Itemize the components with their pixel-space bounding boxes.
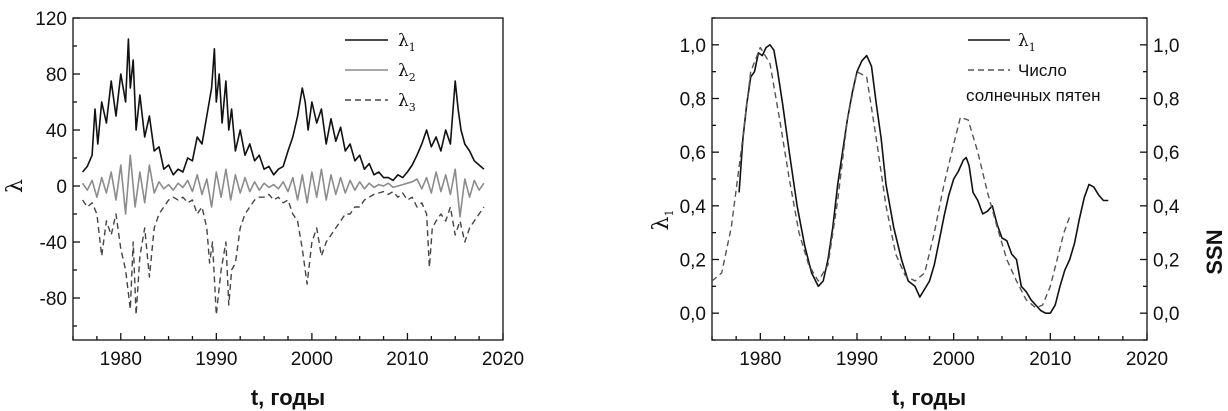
legend-label-2: λ2 (398, 61, 416, 84)
y-tick-label: 0,8 (680, 90, 706, 111)
x-tick-label: 2010 (1029, 349, 1071, 370)
y-tick-label: 0 (56, 177, 67, 198)
x-tick-label: 2010 (386, 349, 428, 370)
left-series-group (81, 38, 485, 316)
series-line-2 (711, 46, 1071, 309)
y-tick-label: 80 (46, 65, 67, 86)
legend-label-3: λ3 (398, 91, 416, 114)
legend-label-subscript: 2 (409, 71, 416, 84)
legend-label-base: λ (398, 61, 409, 81)
y-tick-label: 120 (35, 9, 67, 30)
y-right-tick-label: 0,0 (1153, 304, 1179, 325)
right-legend: λ1 Число солнечных пятен (966, 31, 1101, 105)
y-right-tick-label: 0,6 (1153, 143, 1179, 164)
series-line-1 (81, 38, 485, 182)
y-tick-label: -40 (40, 233, 67, 254)
x-tick-label: 2000 (291, 349, 333, 370)
y-tick-label: 0,4 (680, 197, 707, 218)
y-tick-label: 0,2 (680, 251, 706, 272)
y-right-tick-label: 0,8 (1153, 90, 1179, 111)
x-tick-label: 2020 (1126, 349, 1168, 370)
legend-label-base: λ (398, 31, 409, 51)
left-y-ticks: -80 -40 0 40 80 120 (35, 9, 80, 327)
right-y-axis-label-left: λ1 (649, 210, 676, 231)
right-series-group (711, 43, 1109, 315)
y-right-tick-label: 0,2 (1153, 251, 1179, 272)
legend-label-1: λ1 (398, 31, 416, 54)
y-tick-label: 0,6 (680, 143, 706, 164)
y-tick-label: -80 (40, 289, 67, 310)
right-y-ticks: 0,0 0,0 0,2 0,2 0,4 0,4 0,6 0,6 0,8 0,8 1,0 1,0 (680, 17, 1180, 341)
x-tick-label: 2000 (933, 349, 975, 370)
legend-label-2-line-2: солнечных пятен (966, 86, 1101, 105)
x-tick-label: 1980 (100, 349, 142, 370)
right-y-axis-label-right: SSN (1202, 229, 1227, 274)
series-line-1 (738, 43, 1109, 315)
legend-label-base: λ (398, 91, 409, 111)
series-line-2 (81, 154, 485, 218)
left-x-axis-label: t, годы (251, 385, 325, 410)
series-line-3 (82, 190, 485, 316)
left-x-ticks: 1980 1990 2000 2010 2020 (72, 333, 524, 370)
y-right-tick-label: 1,0 (1153, 36, 1179, 57)
legend-label-subscript: 1 (409, 41, 416, 54)
legend-label-subscript: 1 (1029, 41, 1036, 54)
legend-label-subscript: 3 (409, 101, 416, 114)
right-y-axis-label-base: λ (649, 216, 674, 230)
y-tick-label: 1,0 (680, 36, 706, 57)
x-tick-label: 2020 (482, 349, 524, 370)
right-x-axis-label: t, годы (892, 385, 966, 410)
right-x-ticks: 1980 1990 2000 2010 2020 (711, 333, 1168, 370)
right-chart: 1980 1990 2000 2010 2020 0,0 0,00,2 0,20,4 0,40… (649, 17, 1227, 410)
right-y-axis-label-sub: 1 (663, 210, 676, 217)
y-tick-label: 0,0 (680, 304, 706, 325)
y-tick-label: 40 (46, 121, 67, 142)
x-tick-label: 1990 (195, 349, 237, 370)
y-right-tick-label: 0,4 (1153, 197, 1180, 218)
x-tick-label: 1990 (836, 349, 878, 370)
legend-label-2-line-1: Число (1018, 61, 1067, 80)
legend-label-base: λ (1018, 31, 1029, 51)
left-y-axis-label: λ (3, 179, 28, 193)
legend-label-1: λ1 (1018, 31, 1036, 54)
x-tick-label: 1980 (739, 349, 781, 370)
